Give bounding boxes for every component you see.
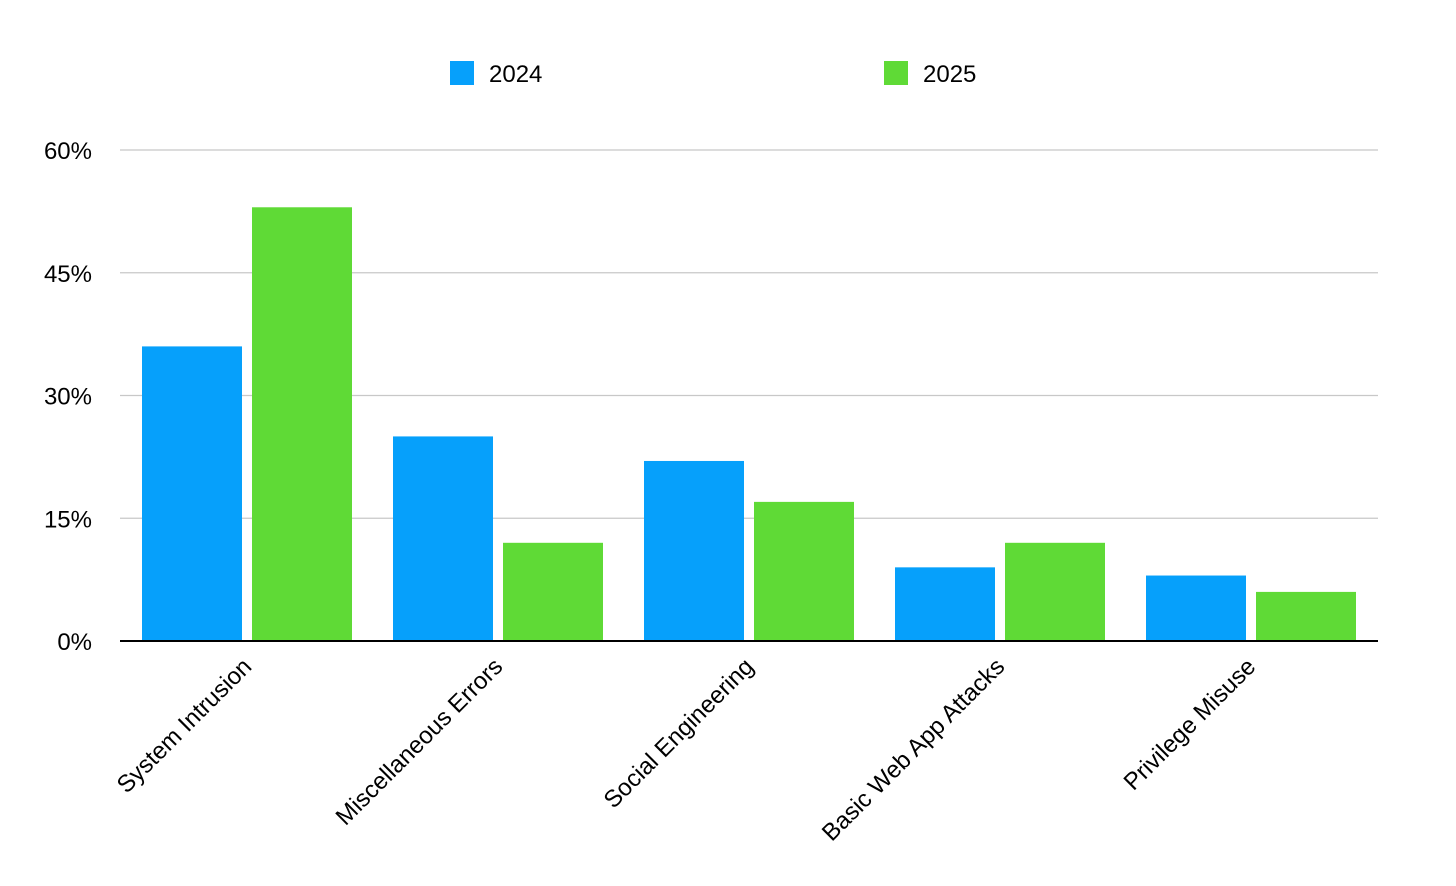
legend-swatch-2024 [450, 61, 474, 85]
y-tick-label: 30% [44, 384, 92, 411]
legend: 2024 2025 [450, 61, 976, 88]
y-tick-label: 45% [44, 261, 92, 288]
bar-2025-system-intrusion [252, 207, 352, 642]
y-axis: 0% 15% 30% 45% 60% [44, 138, 92, 656]
bar-2025-social-engineering [754, 501, 854, 641]
bar-2024-basic-web-app-attacks [895, 567, 995, 641]
x-tick-label: Miscellaneous Errors [331, 653, 509, 831]
x-axis: System Intrusion Miscellaneous Errors Soci… [112, 640, 1378, 846]
bar-2024-social-engineering [644, 460, 744, 641]
legend-label-2024: 2024 [489, 61, 542, 88]
x-tick-label: Basic Web App Attacks [817, 653, 1010, 846]
y-tick-label: 60% [44, 138, 92, 165]
bar-2025-privilege-misuse [1256, 591, 1356, 641]
bar-2024-miscellaneous-errors [393, 436, 493, 641]
bar-2024-privilege-misuse [1146, 575, 1246, 641]
y-tick-label: 0% [57, 629, 92, 656]
x-tick-label: System Intrusion [112, 653, 257, 798]
bars [142, 207, 1356, 642]
bar-2024-system-intrusion [142, 346, 242, 641]
legend-label-2025: 2025 [923, 61, 976, 88]
legend-swatch-2025 [884, 61, 908, 85]
y-tick-label: 15% [44, 506, 92, 533]
x-tick-label: Privilege Misuse [1119, 653, 1262, 796]
bar-2025-basic-web-app-attacks [1005, 542, 1105, 641]
x-tick-label: Social Engineering [599, 653, 760, 814]
bar-2025-miscellaneous-errors [503, 542, 603, 641]
